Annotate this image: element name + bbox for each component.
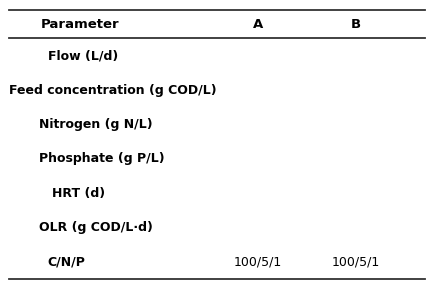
Text: HRT (d): HRT (d) xyxy=(52,187,105,200)
Text: Feed concentration (g COD/L): Feed concentration (g COD/L) xyxy=(9,84,216,97)
Text: Nitrogen (g N/L): Nitrogen (g N/L) xyxy=(39,118,153,131)
Text: Phosphate (g P/L): Phosphate (g P/L) xyxy=(39,152,164,165)
Text: A: A xyxy=(253,18,263,31)
Text: Flow (L/d): Flow (L/d) xyxy=(48,49,118,62)
Text: Parameter: Parameter xyxy=(41,18,120,31)
Text: C/N/P: C/N/P xyxy=(48,256,85,268)
Text: 100/5/1: 100/5/1 xyxy=(332,256,380,268)
Text: B: B xyxy=(351,18,361,31)
Text: OLR (g COD/L·d): OLR (g COD/L·d) xyxy=(39,221,153,234)
Text: 100/5/1: 100/5/1 xyxy=(234,256,283,268)
